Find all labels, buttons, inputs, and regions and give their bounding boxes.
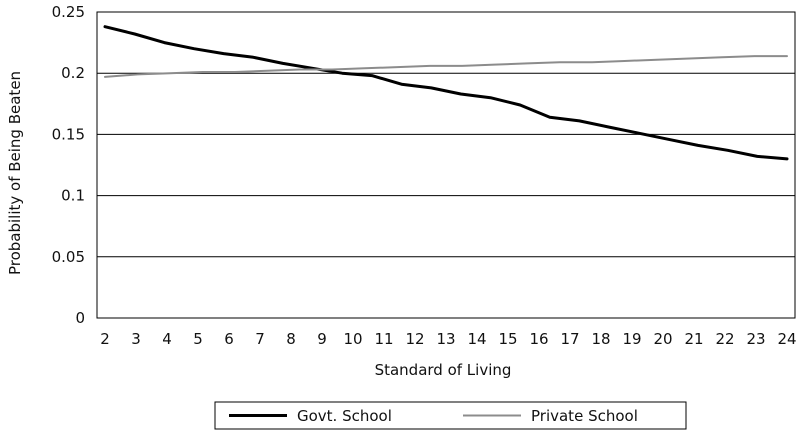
x-tick-label-22: 24 — [777, 330, 796, 348]
legend-label-private-school: Private School — [531, 407, 638, 425]
legend-box — [214, 401, 687, 430]
x-tick-label-16: 18 — [591, 330, 610, 348]
x-tick-label-20: 22 — [715, 330, 734, 348]
x-tick-label-11: 13 — [436, 330, 455, 348]
x-tick-label-21: 23 — [746, 330, 765, 348]
x-tick-label-14: 16 — [529, 330, 548, 348]
y-tick-label-1: 0.05 — [52, 248, 85, 266]
x-tick-label-2: 4 — [162, 330, 172, 348]
y-tick-label-5: 0.25 — [52, 3, 85, 21]
x-tick-label-13: 15 — [498, 330, 517, 348]
x-tick-label-15: 17 — [560, 330, 579, 348]
y-axis-ticks: 0 0.05 0.1 0.15 0.2 0.25 — [52, 3, 85, 327]
x-tick-label-9: 11 — [374, 330, 393, 348]
x-tick-label-12: 14 — [467, 330, 486, 348]
y-tick-label-3: 0.15 — [52, 125, 85, 143]
legend: Govt. School Private School — [214, 401, 687, 430]
x-tick-label-4: 6 — [224, 330, 234, 348]
x-tick-label-5: 7 — [255, 330, 265, 348]
y-axis-title: Probability of Being Beaten — [6, 71, 24, 275]
x-tick-label-19: 21 — [684, 330, 703, 348]
x-axis-ticks: 2 3 4 5 6 7 8 9 10 11 12 13 14 15 16 17 18 19 20 21 22 23 24 — [100, 330, 796, 348]
x-tick-label-3: 5 — [193, 330, 203, 348]
y-tick-label-2: 0.1 — [61, 187, 85, 205]
series-lines — [103, 25, 789, 161]
x-tick-label-18: 20 — [653, 330, 672, 348]
y-tick-label-0: 0 — [75, 309, 85, 327]
series-line-private-school — [104, 55, 788, 78]
x-tick-label-0: 2 — [100, 330, 110, 348]
series-line-govt-school — [103, 25, 789, 161]
plot-area — [96, 11, 796, 319]
gridlines — [97, 72, 795, 258]
x-tick-label-6: 8 — [286, 330, 296, 348]
x-tick-label-17: 19 — [622, 330, 641, 348]
legend-label-govt-school: Govt. School — [297, 407, 392, 425]
x-tick-label-7: 9 — [317, 330, 327, 348]
x-tick-label-1: 3 — [131, 330, 141, 348]
x-tick-label-10: 12 — [405, 330, 424, 348]
x-tick-label-8: 10 — [343, 330, 362, 348]
y-tick-label-4: 0.2 — [61, 64, 85, 82]
x-axis-title: Standard of Living — [375, 361, 512, 379]
